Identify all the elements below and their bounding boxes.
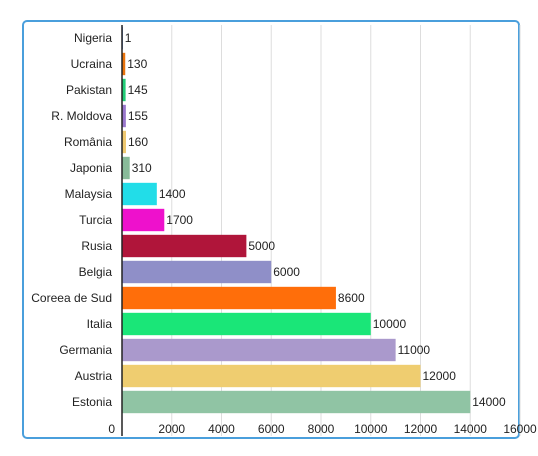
- bar-turcia: [122, 208, 165, 232]
- category-label-belgia: Belgia: [79, 265, 113, 279]
- value-label-turcia: 1700: [166, 213, 193, 227]
- category-label-rom-nia: România: [64, 135, 112, 149]
- value-label-pakistan: 145: [128, 83, 148, 97]
- category-label-estonia: Estonia: [72, 395, 112, 409]
- category-label-austria: Austria: [75, 369, 113, 383]
- x-tick-labels: 0 2000 4000 6000 8000 10000 12000 14000 16000: [108, 422, 537, 436]
- x-tick-label-14000: 14000: [454, 422, 488, 436]
- x-tick-label-2000: 2000: [158, 422, 185, 436]
- bar-germania: [122, 338, 396, 362]
- category-label-germania: Germania: [59, 343, 112, 357]
- category-labels: Nigeria Ucraina Pakistan R. Moldova România J…: [31, 31, 112, 409]
- bar-japonia: [122, 156, 130, 180]
- value-label-ucraina: 130: [127, 57, 147, 71]
- value-label-italia: 10000: [373, 317, 407, 331]
- x-tick-label-6000: 6000: [258, 422, 285, 436]
- value-label-coreea-de-sud: 8600: [338, 291, 365, 305]
- bar-italia: [122, 312, 371, 336]
- x-tick-label-4000: 4000: [208, 422, 235, 436]
- value-label-nigeria: 1: [125, 31, 132, 45]
- value-label-japonia: 310: [132, 161, 152, 175]
- bar-rom-nia: [122, 130, 126, 154]
- value-label-rusia: 5000: [248, 239, 275, 253]
- x-tick-label-8000: 8000: [308, 422, 335, 436]
- category-label-japonia: Japonia: [70, 161, 112, 175]
- category-label-turcia: Turcia: [79, 213, 112, 227]
- x-tick-label-16000: 16000: [503, 422, 537, 436]
- bar-belgia: [122, 260, 272, 284]
- x-tick-label-0: 0: [108, 422, 115, 436]
- bar-coreea-de-sud: [122, 286, 336, 310]
- bar-estonia: [122, 390, 471, 414]
- bar-r-moldova: [122, 104, 126, 128]
- bar-malaysia: [122, 182, 157, 206]
- value-label-germania: 11000: [398, 343, 431, 357]
- value-label-r-moldova: 155: [128, 109, 148, 123]
- x-tick-label-12000: 12000: [404, 422, 438, 436]
- value-label-belgia: 6000: [273, 265, 300, 279]
- category-label-ucraina: Ucraina: [71, 57, 113, 71]
- value-label-malaysia: 1400: [159, 187, 186, 201]
- category-label-nigeria: Nigeria: [74, 31, 112, 45]
- category-label-rusia: Rusia: [81, 239, 112, 253]
- bar-rusia: [122, 234, 247, 258]
- bar-austria: [122, 364, 421, 388]
- category-label-italia: Italia: [87, 317, 113, 331]
- category-label-malaysia: Malaysia: [65, 187, 113, 201]
- bar-ucraina: [122, 52, 126, 76]
- value-label-estonia: 14000: [472, 395, 506, 409]
- bars: [122, 26, 471, 414]
- bar-pakistan: [122, 78, 126, 102]
- category-label-pakistan: Pakistan: [66, 83, 112, 97]
- value-labels: 1 130 145 155 160 310 1400 1700 5000 6000 8600 1000…: [125, 31, 506, 409]
- value-label-rom-nia: 160: [128, 135, 148, 149]
- value-label-austria: 12000: [423, 369, 457, 383]
- x-tick-label-10000: 10000: [354, 422, 388, 436]
- category-label-r-moldova: R. Moldova: [51, 109, 112, 123]
- category-label-coreea-de-sud: Coreea de Sud: [31, 291, 112, 305]
